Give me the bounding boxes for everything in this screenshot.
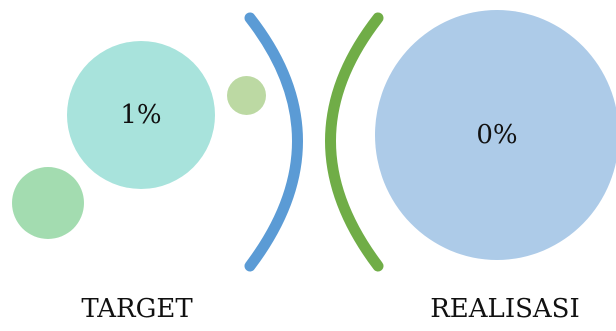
small-green-circle [12, 167, 84, 239]
target-circle [67, 41, 215, 189]
realisasi-circle [375, 10, 616, 260]
tiny-green-circle [227, 76, 266, 115]
blue-bracket [244, 12, 303, 272]
realisasi-value: 0% [476, 120, 518, 150]
target-label: TARGET [81, 294, 193, 324]
target-value: 1% [120, 100, 162, 130]
realisasi-label: REALISASI [430, 294, 580, 324]
green-bracket [325, 12, 384, 272]
